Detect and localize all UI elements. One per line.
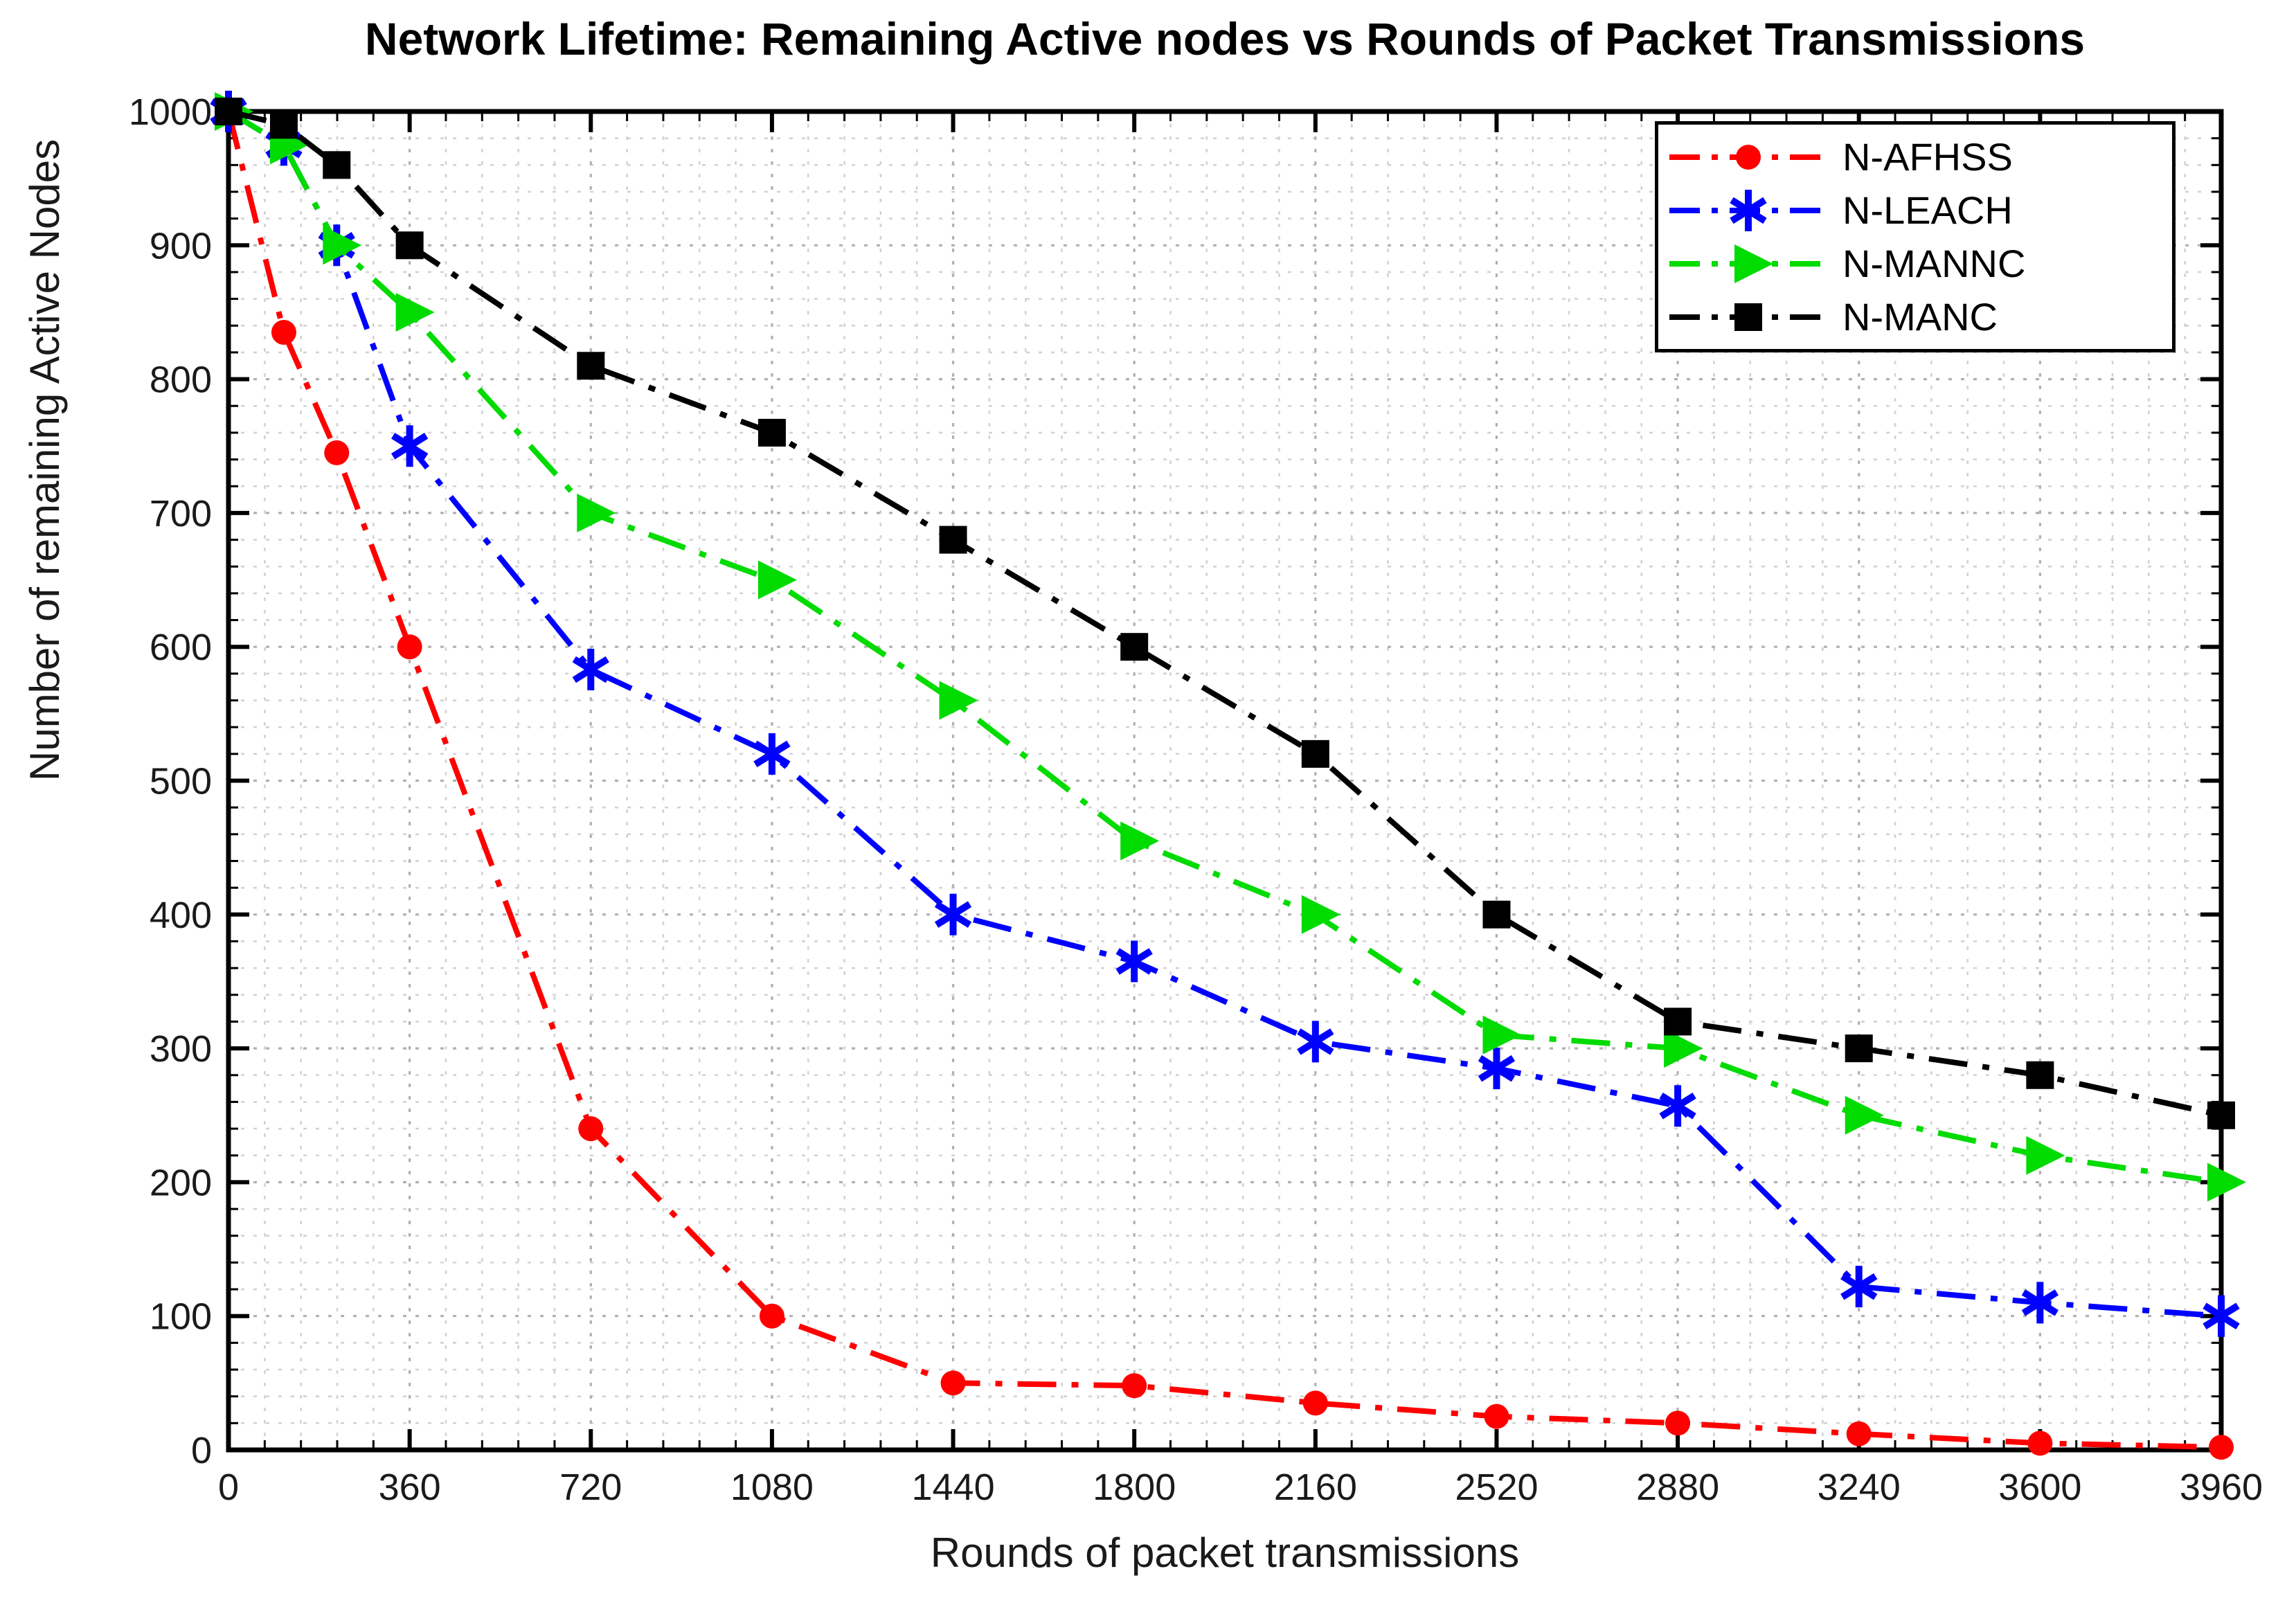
series-n-mannc-markers	[215, 92, 2246, 1202]
svg-text:2880: 2880	[1636, 1467, 1719, 1508]
svg-text:900: 900	[150, 225, 212, 267]
svg-text:100: 100	[150, 1296, 212, 1338]
svg-text:3240: 3240	[1818, 1467, 1901, 1508]
svg-text:300: 300	[150, 1028, 212, 1070]
axis-ticks	[226, 109, 2223, 1452]
svg-text:0: 0	[218, 1467, 239, 1508]
svg-text:800: 800	[150, 359, 212, 401]
series-n-mannc-line	[226, 109, 2222, 1185]
svg-text:720: 720	[559, 1467, 622, 1508]
svg-text:1000: 1000	[129, 91, 212, 133]
x-tick-labels: 0 360 720 1080 1440 1800 2160 2520 2880 3240 3600 3…	[218, 1467, 2263, 1508]
legend-label: N-AFHSS	[1842, 135, 2013, 179]
svg-text:1800: 1800	[1093, 1467, 1176, 1508]
y-tick-labels: 0 100 200 300 400 500 600 700 800 900 1000	[129, 91, 212, 1471]
svg-text:2520: 2520	[1455, 1467, 1538, 1508]
legend-item-n-leach: N-LEACH	[1665, 184, 2172, 237]
legend-label: N-MANC	[1842, 295, 1998, 339]
svg-text:200: 200	[150, 1162, 212, 1203]
svg-text:500: 500	[150, 761, 212, 802]
legend-item-n-afhss: N-AFHSS	[1665, 131, 2172, 183]
series-n-afhss-line	[226, 111, 2222, 1451]
legend: N-AFHSS N-LEACH N-MANNC N-MANC	[1655, 121, 2176, 352]
series-n-afhss	[216, 99, 2234, 1460]
svg-text:400: 400	[150, 895, 212, 936]
svg-text:3600: 3600	[1998, 1467, 2081, 1508]
svg-text:600: 600	[150, 627, 212, 668]
legend-sample-line-icon	[1669, 244, 1827, 283]
x-axis-label: Rounds of packet transmissions	[930, 1530, 1520, 1576]
legend-label: N-MANNC	[1842, 242, 2026, 285]
legend-sample-line-icon	[1669, 144, 1827, 170]
svg-text:1440: 1440	[911, 1467, 994, 1508]
series-n-manc	[215, 98, 2235, 1129]
legend-item-n-manc: N-MANC	[1665, 291, 2172, 343]
y-axis-label: Number of remaining Active Nodes	[21, 138, 68, 781]
chart-title: Network Lifetime: Remaining Active nodes…	[364, 13, 2086, 64]
series-n-leach-line	[226, 109, 2222, 1319]
svg-text:1080: 1080	[730, 1467, 814, 1508]
legend-item-n-mannc: N-MANNC	[1665, 237, 2172, 290]
legend-sample-line-icon	[1669, 189, 1827, 231]
svg-text:3960: 3960	[2180, 1467, 2263, 1508]
legend-label: N-LEACH	[1842, 188, 2013, 232]
svg-text:360: 360	[379, 1467, 441, 1508]
legend-sample-line-icon	[1669, 303, 1827, 331]
svg-text:2160: 2160	[1274, 1467, 1357, 1508]
svg-text:700: 700	[150, 493, 212, 535]
series-n-manc-markers	[215, 98, 2235, 1129]
series-n-mannc	[215, 92, 2246, 1202]
series-n-afhss-markers	[216, 99, 2234, 1460]
svg-text:0: 0	[191, 1430, 212, 1471]
